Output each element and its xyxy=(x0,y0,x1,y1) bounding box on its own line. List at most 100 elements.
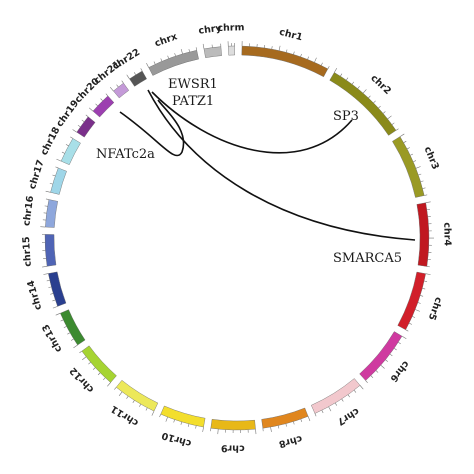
ideogram-segment-chr5 xyxy=(397,271,426,331)
tick-mark xyxy=(73,344,78,349)
tick-mark xyxy=(95,103,98,107)
tick-mark xyxy=(401,335,407,339)
chromosome-label-chr16: chr16 xyxy=(21,195,36,227)
chromosome-label-chr12: chr12 xyxy=(68,365,97,395)
tick-mark xyxy=(359,385,364,390)
tick-mark xyxy=(49,182,53,185)
tick-mark xyxy=(45,198,49,200)
tick-mark xyxy=(285,423,287,427)
tick-mark xyxy=(382,111,386,114)
gene-label-patz1: PATZ1 xyxy=(172,94,214,109)
tick-mark xyxy=(293,421,295,425)
ideogram-segment-chr12 xyxy=(81,345,117,383)
chromosome-label-chr8: chr8 xyxy=(277,433,303,450)
tick-mark xyxy=(293,51,295,55)
tick-mark xyxy=(320,62,323,66)
tick-mark xyxy=(97,372,101,376)
tick-mark xyxy=(46,279,50,282)
chromosome-label-chr6: chr6 xyxy=(387,358,411,384)
ideogram-segment-chr4 xyxy=(416,202,430,267)
tick-mark xyxy=(300,53,302,57)
gene-label-smarca5: SMARCA5 xyxy=(333,251,402,266)
tick-mark xyxy=(307,416,311,422)
tick-mark xyxy=(420,295,424,297)
ideogram-segment-chr19 xyxy=(76,116,96,138)
gene-label-nfatc2a: NFATc2a xyxy=(96,147,155,162)
ideogram-segment-chr21 xyxy=(113,82,130,99)
tick-mark xyxy=(153,61,156,65)
tick-mark xyxy=(399,133,405,137)
tick-mark xyxy=(334,68,338,73)
ideogram-segment-chr2 xyxy=(329,72,397,136)
tick-mark xyxy=(45,190,51,193)
tick-mark xyxy=(406,147,410,150)
tick-mark xyxy=(425,273,431,275)
tick-mark xyxy=(403,140,407,143)
tick-mark xyxy=(425,201,431,204)
tick-mark xyxy=(195,47,198,51)
gene-label-ewsr1: EWSR1 xyxy=(168,77,218,92)
tick-mark xyxy=(174,53,176,57)
ideogram-segment-chr10 xyxy=(160,405,206,428)
tick-mark xyxy=(408,322,412,325)
tick-mark xyxy=(55,312,61,316)
ideogram-segment-chr7 xyxy=(311,378,361,414)
ideogram-segment-chrm xyxy=(228,45,235,56)
ideogram-segment-chr1 xyxy=(241,45,329,78)
tick-mark xyxy=(109,87,114,92)
tick-mark xyxy=(391,122,395,125)
tick-mark xyxy=(410,153,414,156)
ideogram-segment-chr11 xyxy=(115,379,159,412)
tick-mark xyxy=(103,377,106,381)
tick-mark xyxy=(52,299,56,302)
tick-mark xyxy=(351,81,355,85)
ideogram-segment-chr3 xyxy=(392,136,425,198)
tick-mark xyxy=(277,425,280,429)
tick-mark xyxy=(105,93,109,97)
tick-mark xyxy=(48,286,52,288)
ideogram-segment-chr22 xyxy=(129,70,147,87)
tick-mark xyxy=(385,359,388,362)
tick-mark xyxy=(139,404,142,407)
ideogram-segment-chr8 xyxy=(261,407,309,429)
tick-mark xyxy=(56,158,62,162)
tick-mark xyxy=(72,129,77,133)
tick-mark xyxy=(412,316,416,318)
tick-mark xyxy=(180,421,183,425)
tick-mark xyxy=(417,302,421,304)
tick-mark xyxy=(420,180,424,183)
tick-mark xyxy=(378,105,381,109)
tick-mark xyxy=(165,416,168,422)
ideogram-ring xyxy=(40,41,435,435)
tick-mark xyxy=(42,265,48,268)
tick-mark xyxy=(146,62,149,68)
tick-mark xyxy=(195,425,197,429)
tick-mark xyxy=(353,389,357,393)
tick-mark xyxy=(300,418,303,423)
tick-mark xyxy=(52,306,58,309)
ideogram-segment-chr6 xyxy=(359,331,403,381)
chromosome-label-chrm: chrm xyxy=(217,22,244,34)
tick-mark xyxy=(278,45,281,51)
tick-mark xyxy=(413,160,417,163)
tick-mark xyxy=(118,391,123,397)
tick-mark xyxy=(52,174,56,177)
chromosome-label-chr13: chr13 xyxy=(40,322,64,354)
link-patz1-nfatc2a xyxy=(119,99,185,157)
tick-mark xyxy=(126,74,130,80)
chromosome-label-chr7: chr7 xyxy=(335,405,361,427)
tick-mark xyxy=(415,166,421,169)
ideogram-segment-chrx xyxy=(148,50,199,76)
tick-mark xyxy=(405,329,409,332)
tick-mark xyxy=(151,411,155,416)
tick-mark xyxy=(347,394,350,398)
gene-label-sp3: SP3 xyxy=(333,109,359,124)
ideogram-segment-chr18 xyxy=(60,138,81,166)
tick-mark xyxy=(92,367,96,370)
ideogram-segment-chr14 xyxy=(48,271,67,307)
tick-mark xyxy=(202,43,205,49)
tick-mark xyxy=(394,348,397,351)
tick-mark xyxy=(70,136,73,139)
chromosome-label-chry: chry xyxy=(198,23,223,37)
ideogram-segment-chr15 xyxy=(44,234,57,267)
